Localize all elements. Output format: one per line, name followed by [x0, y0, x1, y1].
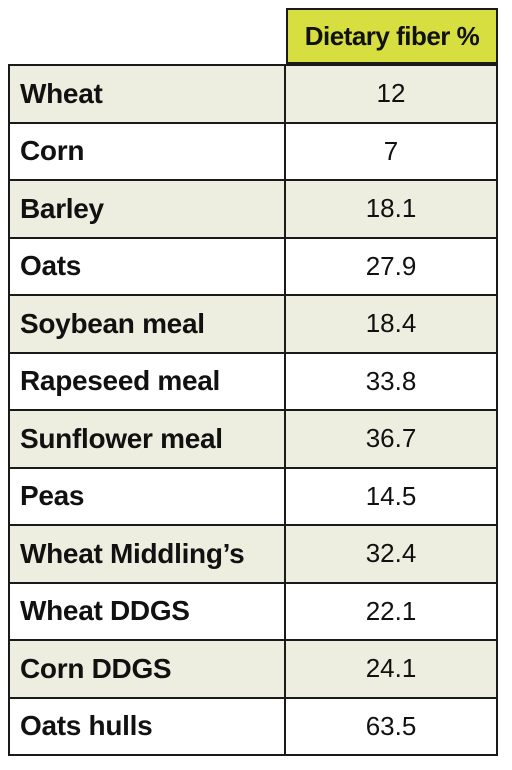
table-row: Corn 7 — [10, 121, 496, 179]
row-label: Oats — [10, 238, 286, 294]
table-body: Wheat 12 Corn 7 Barley 18.1 Oats 27.9 So… — [8, 64, 498, 756]
table-header-row: Dietary fiber % — [8, 8, 498, 64]
row-value: 22.1 — [365, 595, 417, 626]
row-label: Rapeseed meal — [10, 353, 286, 409]
row-label: Barley — [10, 181, 286, 237]
row-label: Sunflower meal — [10, 411, 286, 467]
row-label: Peas — [10, 468, 286, 524]
row-value: 63.5 — [365, 710, 417, 741]
column-header-dietary-fiber: Dietary fiber % — [286, 8, 498, 64]
row-value: 14.5 — [365, 480, 417, 511]
row-value: 33.8 — [365, 365, 417, 396]
row-value: 18.4 — [365, 308, 417, 339]
header-spacer — [8, 8, 286, 64]
table-row: Barley 18.1 — [10, 179, 496, 237]
row-value: 12 — [376, 78, 406, 109]
row-label: Wheat Middling’s — [10, 526, 286, 582]
table-row: Sunflower meal 36.7 — [10, 409, 496, 467]
table-row: Oats hulls 63.5 — [10, 696, 496, 754]
table-row: Oats 27.9 — [10, 236, 496, 294]
row-value: 32.4 — [365, 538, 417, 569]
fiber-table: Dietary fiber % Wheat 12 Corn 7 Barley 1… — [8, 8, 498, 756]
table-row: Rapeseed meal 33.8 — [10, 351, 496, 409]
table-row: Soybean meal 18.4 — [10, 294, 496, 352]
row-label: Corn DDGS — [10, 641, 286, 697]
table-row: Wheat 12 — [10, 64, 496, 122]
row-value: 7 — [383, 135, 399, 166]
row-label: Oats hulls — [10, 698, 286, 754]
row-label: Corn — [10, 123, 286, 179]
table-row: Corn DDGS 24.1 — [10, 639, 496, 697]
row-value: 24.1 — [365, 653, 417, 684]
row-label: Wheat DDGS — [10, 583, 286, 639]
table-row: Peas 14.5 — [10, 466, 496, 524]
row-value: 27.9 — [365, 250, 417, 281]
row-value: 18.1 — [365, 193, 417, 224]
row-label: Soybean meal — [10, 296, 286, 352]
row-value: 36.7 — [365, 423, 417, 454]
table-row: Wheat Middling’s 32.4 — [10, 524, 496, 582]
row-label: Wheat — [10, 66, 286, 122]
table-row: Wheat DDGS 22.1 — [10, 581, 496, 639]
